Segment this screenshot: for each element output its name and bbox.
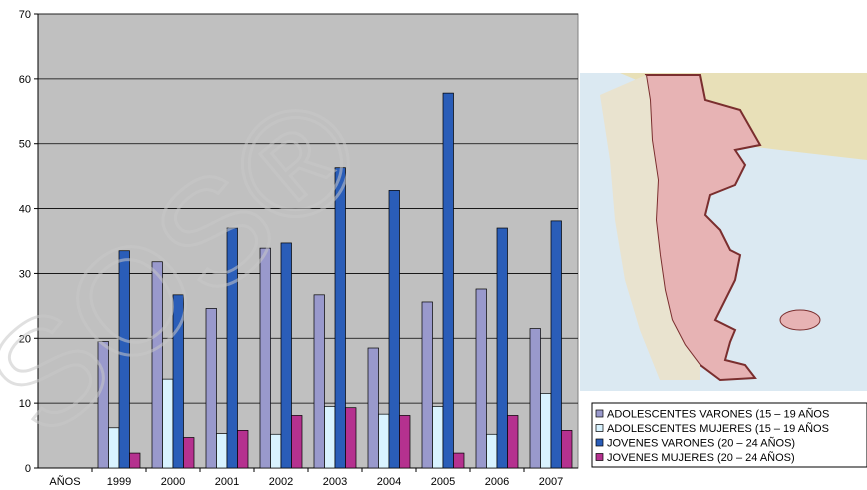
bar (226, 227, 238, 469)
x-tick-label: 2004 (377, 476, 401, 488)
x-tick-label: 2006 (485, 476, 509, 488)
bar (183, 437, 195, 469)
bar (237, 430, 249, 469)
bar (421, 301, 433, 469)
y-tick-label: 70 (19, 9, 31, 21)
bar (345, 407, 357, 469)
patagonia-map (580, 73, 867, 391)
x-tick-label: 1999 (107, 476, 131, 488)
bar (378, 413, 390, 469)
bar (496, 227, 508, 469)
bar (367, 347, 379, 469)
x-tick-label: 2007 (539, 476, 563, 488)
legend-swatch (595, 424, 604, 432)
bar (399, 415, 411, 469)
bar (388, 190, 400, 469)
map-islands (779, 309, 821, 331)
bar (280, 242, 292, 469)
bar (453, 452, 465, 469)
bar (540, 393, 552, 469)
bar (270, 433, 282, 469)
x-tick-label: 2005 (431, 476, 455, 488)
plot-area: 0 10 20 30 40 50 60 70 AÑOS 1999 2000 2001 2002 2003 2… (19, 9, 579, 488)
legend-swatch (595, 438, 604, 447)
x-tick-label: AÑOS (49, 475, 80, 488)
y-tick-label: 60 (19, 74, 31, 86)
map-chile-land (600, 75, 700, 380)
y-tick-label: 0 (25, 463, 31, 475)
bar (334, 167, 346, 469)
bar (291, 415, 303, 469)
x-tick-label: 2003 (323, 476, 347, 488)
bar (151, 261, 163, 469)
legend-swatch (595, 409, 604, 418)
bar (529, 328, 541, 469)
legend-label: JOVENES VARONES (20 – 24 AÑOS) (607, 437, 795, 450)
legend-label: ADOLESCENTES MUJERES (15 – 19 AÑOS (607, 422, 829, 435)
bar (442, 92, 454, 469)
bar (486, 433, 498, 469)
bar (259, 247, 271, 469)
x-tick-label: 2000 (161, 476, 185, 488)
x-tick-label: 2002 (269, 476, 293, 488)
bar (550, 220, 562, 469)
y-tick-label: 20 (19, 333, 31, 345)
legend-box (591, 402, 867, 468)
bar (172, 294, 184, 469)
bar (97, 341, 109, 469)
bar (162, 378, 174, 469)
bar (129, 452, 141, 469)
bar (432, 406, 444, 469)
legend-label: ADOLESCENTES VARONES (15 – 19 AÑOS (607, 408, 829, 421)
bar (475, 288, 487, 469)
x-tick-label: 2001 (215, 476, 239, 488)
legend: ADOLESCENTES VARONES (15 – 19 AÑOSADOLES… (591, 402, 867, 468)
bar (108, 427, 120, 469)
legend-label: JOVENES MUJERES (20 – 24 AÑOS) (607, 451, 795, 464)
bar (313, 294, 325, 469)
y-tick-label: 30 (19, 268, 31, 280)
bar (118, 250, 130, 469)
bar (507, 415, 519, 469)
y-tick-label: 10 (19, 398, 31, 410)
y-tick-label: 40 (19, 204, 31, 216)
bar (561, 430, 573, 469)
y-tick-label: 50 (19, 139, 31, 151)
bar (205, 308, 217, 469)
bar (324, 406, 336, 469)
legend-swatch (595, 453, 604, 461)
bar (216, 433, 228, 469)
